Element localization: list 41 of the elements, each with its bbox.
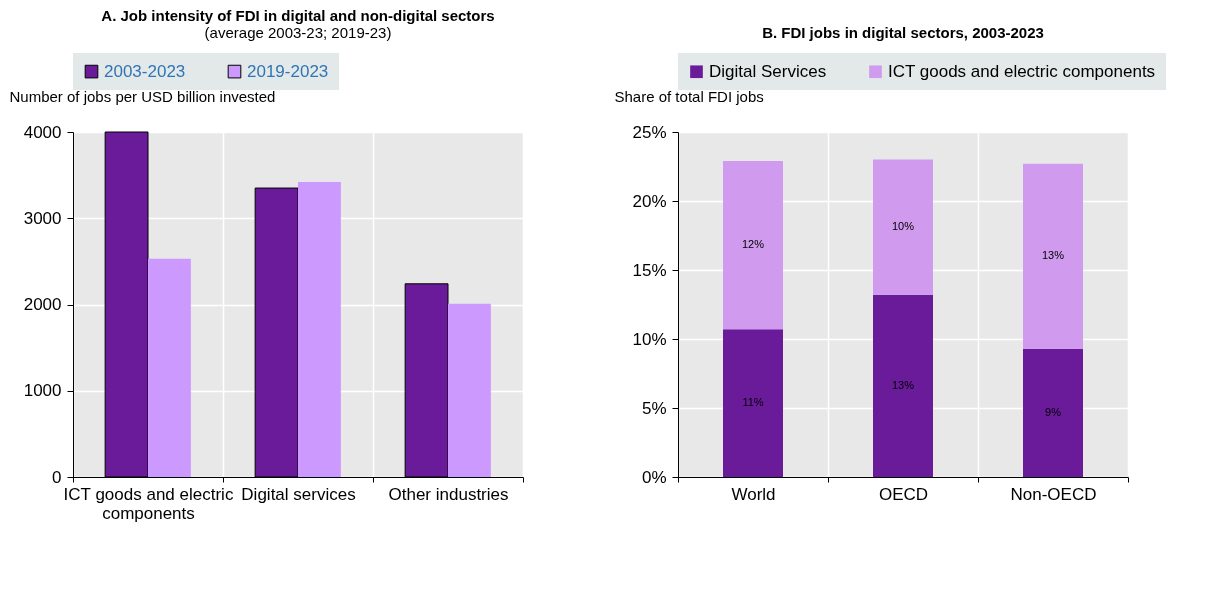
legend-label: 2019-2023 — [247, 61, 329, 81]
x-tick-label: Digital services — [241, 484, 356, 504]
y-tick-label: 20% — [632, 191, 667, 211]
y-tick-label: 1000 — [23, 381, 62, 401]
y-tick-label: 0% — [641, 467, 667, 487]
y-tick-label: 2000 — [23, 295, 62, 314]
legend-label: ICT goods and electric components — [888, 61, 1156, 81]
chart-title: B. FDI jobs in digital sectors, 2003-2023 — [762, 24, 1044, 41]
y-axis-title: Number of jobs per USD billion invested — [9, 87, 276, 105]
bar — [298, 182, 341, 477]
bar — [148, 258, 191, 477]
bar — [1023, 348, 1083, 477]
chart-title: A. Job intensity of FDI in digital and non-digital sectors — [101, 7, 495, 24]
legend-label: Digital Services — [709, 61, 827, 81]
y-tick-label: 3000 — [23, 208, 62, 228]
y-tick-label: 4000 — [23, 122, 62, 142]
bar — [448, 303, 491, 477]
bar — [873, 159, 933, 295]
data-label: 13% — [1041, 249, 1065, 262]
x-tick-label: Other industries — [388, 484, 509, 504]
y-axis-title: Share of total FDI jobs — [614, 87, 764, 105]
data-label: 9% — [1045, 405, 1062, 418]
data-label: 12% — [741, 238, 765, 251]
y-tick-label: 10% — [632, 329, 667, 349]
bar — [1023, 163, 1083, 349]
data-label: 13% — [891, 378, 915, 391]
y-tick-label: 15% — [632, 260, 667, 280]
x-tick-label: World — [731, 484, 776, 504]
x-tick-label: Non-OECD — [1010, 484, 1097, 504]
y-tick-label: 25% — [632, 122, 667, 142]
bar — [723, 160, 783, 330]
x-tick-label: OECD — [878, 484, 929, 504]
x-tick-label: ICT goods and electric components — [63, 484, 234, 523]
y-tick-label: 5% — [641, 398, 667, 418]
bar — [723, 329, 783, 477]
chart-subtitle: (average 2003-23; 2019-23) — [204, 24, 392, 41]
legend-label: 2003-2023 — [104, 61, 186, 81]
data-label: 11% — [742, 396, 764, 409]
bar — [873, 294, 933, 477]
data-label: 10% — [891, 220, 915, 233]
y-tick-label: 0 — [52, 467, 62, 487]
